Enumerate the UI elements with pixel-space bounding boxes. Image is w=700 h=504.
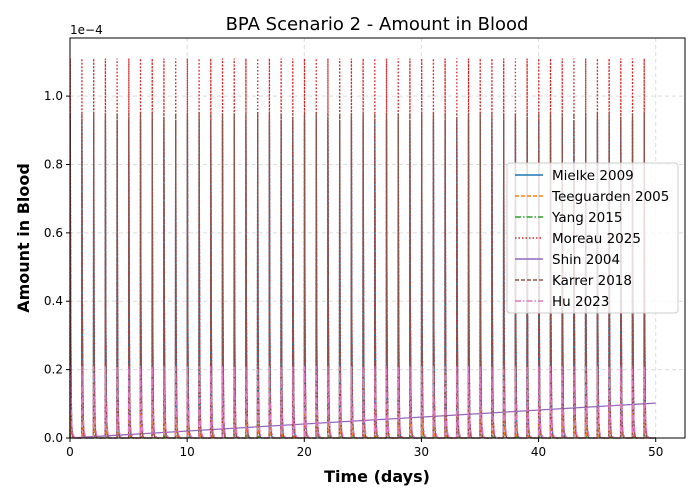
- y-tick-label: 1.0: [44, 89, 63, 103]
- legend-label: Mielke 2009: [552, 168, 634, 184]
- legend-label: Shin 2004: [552, 252, 620, 268]
- x-tick-label: 30: [414, 445, 429, 459]
- x-tick-label: 0: [66, 445, 74, 459]
- y-tick-label: 0.6: [44, 226, 63, 240]
- legend: Mielke 2009 Teeguarden 2005 Yang 2015 Morea…: [506, 162, 679, 314]
- y-tick-label: 0.0: [44, 431, 63, 445]
- x-tick-label: 20: [297, 445, 312, 459]
- series-line-4: [69, 402, 656, 439]
- y-tick-label: 0.8: [44, 157, 63, 171]
- plot-frame: [69, 37, 686, 439]
- x-tick-label: 40: [531, 445, 546, 459]
- y-offset-label: 1e−4: [70, 23, 103, 37]
- ticks: 0 10 20 30 40 50 0.0 0.2 0.4 0.6 0.8 1.0: [44, 89, 663, 459]
- legend-label: Yang 2015: [551, 210, 622, 226]
- y-tick-label: 0.2: [44, 363, 63, 377]
- legend-label: Karrer 2018: [552, 273, 632, 289]
- x-axis-label: Time (days): [324, 467, 430, 486]
- legend-label: Moreau 2025: [552, 231, 641, 247]
- chart-title: BPA Scenario 2 - Amount in Blood: [226, 14, 529, 35]
- legend-box: [506, 162, 679, 314]
- x-tick-label: 10: [180, 445, 195, 459]
- y-tick-label: 0.4: [44, 294, 63, 308]
- y-axis-label: Amount in Blood: [14, 163, 33, 313]
- legend-label: Hu 2023: [552, 294, 609, 310]
- legend-label: Teeguarden 2005: [551, 189, 669, 205]
- x-tick-label: 50: [648, 445, 663, 459]
